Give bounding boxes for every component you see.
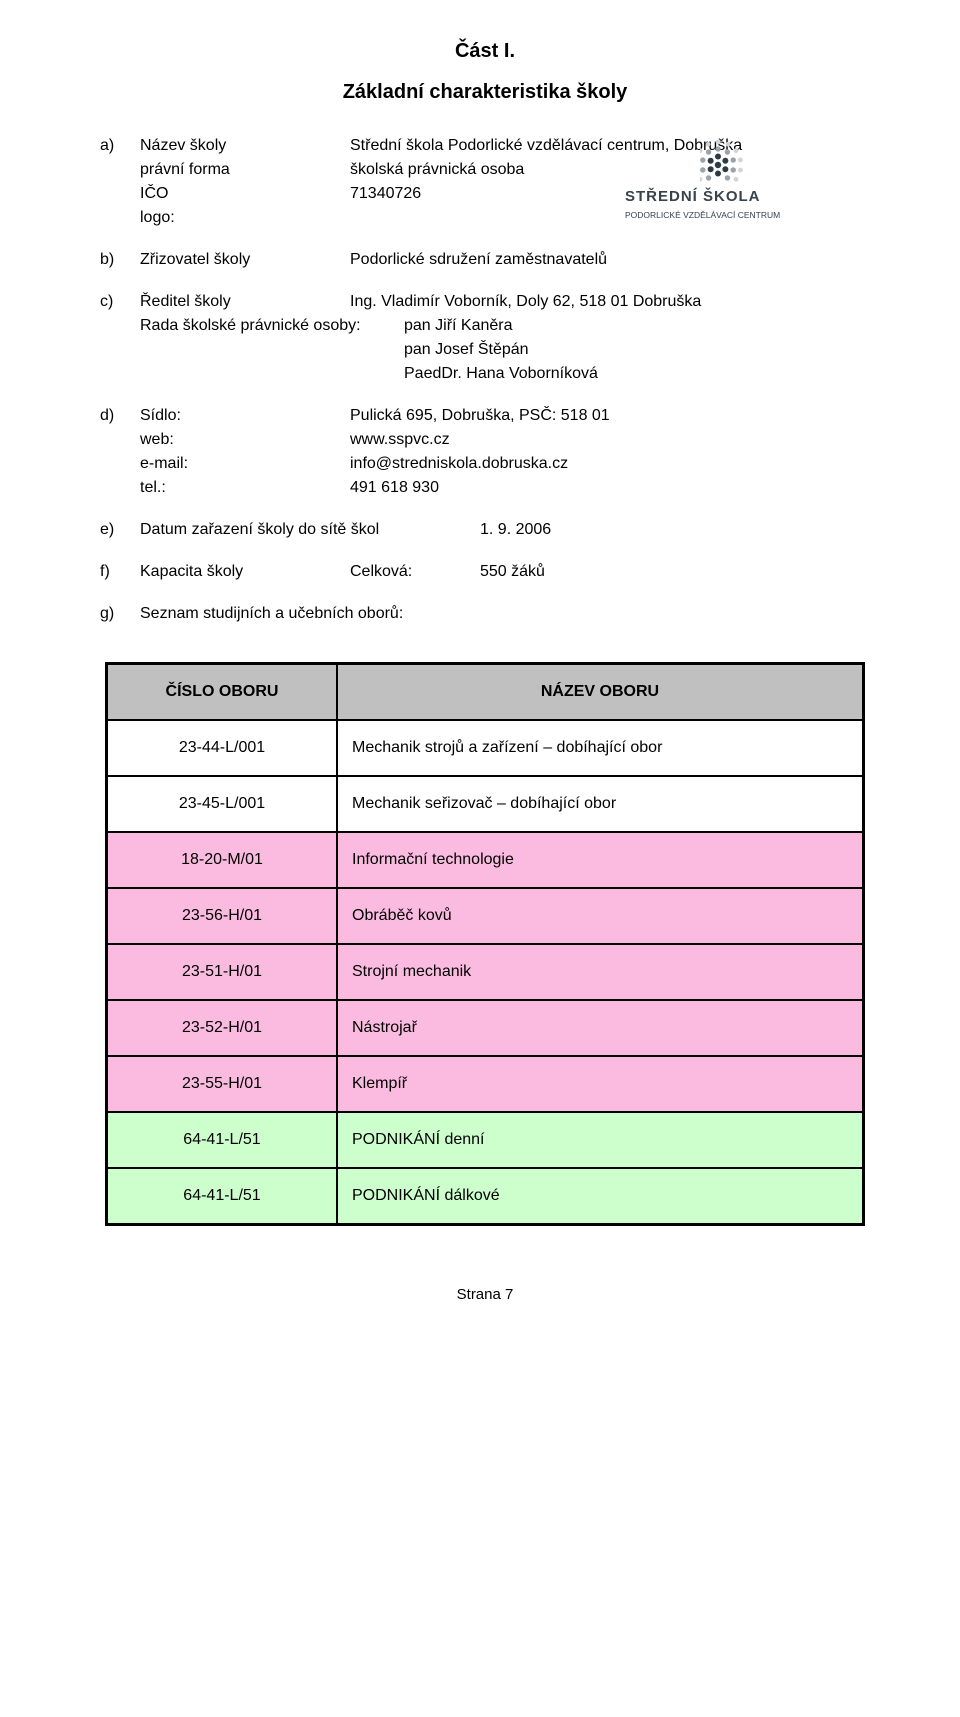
table-header-row: ČÍSLO OBORU NÁZEV OBORU [107,664,864,721]
th-name: NÁZEV OBORU [337,664,864,721]
c-rada-1: pan Josef Štěpán [100,338,870,362]
c-label: Ředitel školy [140,290,350,314]
page-footer: Strana 7 [100,1286,870,1303]
logo-line2: PODORLICKÉ VZDĚLÁVACÍ CENTRUM [625,209,820,222]
a-label-3: logo: [140,206,350,230]
item-d: d) Sídlo: Pulická 695, Dobruška, PSČ: 51… [100,404,870,500]
d-label-0: Sídlo: [140,404,350,428]
letter-d: d) [100,404,140,428]
table-body: 23-44-L/001Mechanik strojů a zařízení – … [107,720,864,1225]
item-a: STŘEDNÍ ŠKOLA PODORLICKÉ VZDĚLÁVACÍ CENT… [100,134,870,230]
cell-name: Mechanik seřizovač – dobíhající obor [337,776,864,832]
item-c: c) Ředitel školy Ing. Vladimír Voborník,… [100,290,870,386]
logo-icon [700,134,758,182]
cell-name: Klempíř [337,1056,864,1112]
letter-e: e) [100,518,140,542]
cell-code: 64-41-L/51 [107,1112,338,1168]
c-rada-0: pan Jiří Kaněra [404,314,513,338]
part-title: Část I. [100,40,870,63]
b-value: Podorlické sdružení zaměstnavatelů [350,248,870,272]
cell-code: 23-56-H/01 [107,888,338,944]
cell-name: Informační technologie [337,832,864,888]
item-g: g) Seznam studijních a učebních oborů: [100,602,870,626]
cell-name: Mechanik strojů a zařízení – dobíhající … [337,720,864,776]
d-label-3: tel.: [140,476,350,500]
item-b: b) Zřizovatel školy Podorlické sdružení … [100,248,870,272]
f-value: 550 žáků [480,560,545,584]
letter-a: a) [100,134,140,158]
d-label-1: web: [140,428,350,452]
table-row: 23-56-H/01Obráběč kovů [107,888,864,944]
f-label2: Celková: [350,560,480,584]
cell-name: PODNIKÁNÍ dálkové [337,1168,864,1225]
subtitle: Základní charakteristika školy [100,81,870,104]
cell-code: 23-51-H/01 [107,944,338,1000]
cell-code: 23-52-H/01 [107,1000,338,1056]
f-label1: Kapacita školy [140,560,350,584]
table-row: 23-44-L/001Mechanik strojů a zařízení – … [107,720,864,776]
cell-code: 23-55-H/01 [107,1056,338,1112]
obory-table: ČÍSLO OBORU NÁZEV OBORU 23-44-L/001Mecha… [105,662,865,1226]
logo-line1: STŘEDNÍ ŠKOLA [625,186,820,209]
cell-name: Strojní mechanik [337,944,864,1000]
table-row: 23-45-L/001Mechanik seřizovač – dobíhají… [107,776,864,832]
table-row: 18-20-M/01Informační technologie [107,832,864,888]
letter-g: g) [100,602,140,626]
cell-name: Nástrojař [337,1000,864,1056]
cell-code: 23-45-L/001 [107,776,338,832]
cell-code: 18-20-M/01 [107,832,338,888]
b-label: Zřizovatel školy [140,248,350,272]
obory-table-wrap: ČÍSLO OBORU NÁZEV OBORU 23-44-L/001Mecha… [105,662,865,1226]
logo: STŘEDNÍ ŠKOLA PODORLICKÉ VZDĚLÁVACÍ CENT… [625,134,820,221]
letter-c: c) [100,290,140,314]
d-value-3: 491 618 930 [350,476,870,500]
c-rada-label: Rada školské právnické osoby: [140,314,404,338]
item-f: f) Kapacita školy Celková: 550 žáků [100,560,870,584]
g-label: Seznam studijních a učebních oborů: [140,602,403,626]
a-label-1: právní forma [140,158,350,182]
letter-f: f) [100,560,140,584]
e-value: 1. 9. 2006 [480,518,551,542]
table-row: 64-41-L/51PODNIKÁNÍ dálkové [107,1168,864,1225]
table-row: 23-52-H/01Nástrojař [107,1000,864,1056]
d-label-2: e-mail: [140,452,350,476]
c-value: Ing. Vladimír Voborník, Doly 62, 518 01 … [350,290,870,314]
cell-code: 64-41-L/51 [107,1168,338,1225]
table-row: 23-51-H/01Strojní mechanik [107,944,864,1000]
th-code: ČÍSLO OBORU [107,664,338,721]
cell-name: PODNIKÁNÍ denní [337,1112,864,1168]
d-value-0: Pulická 695, Dobruška, PSČ: 518 01 [350,404,870,428]
d-value-1: www.sspvc.cz [350,428,870,452]
cell-code: 23-44-L/001 [107,720,338,776]
a-label-0: Název školy [140,134,350,158]
d-value-2: info@stredniskola.dobruska.cz [350,452,870,476]
table-row: 23-55-H/01Klempíř [107,1056,864,1112]
letter-b: b) [100,248,140,272]
a-label-2: IČO [140,182,350,206]
item-e: e) Datum zařazení školy do sítě škol 1. … [100,518,870,542]
cell-name: Obráběč kovů [337,888,864,944]
e-label: Datum zařazení školy do sítě škol [140,518,480,542]
c-rada-2: PaedDr. Hana Voborníková [100,362,870,386]
table-row: 64-41-L/51PODNIKÁNÍ denní [107,1112,864,1168]
